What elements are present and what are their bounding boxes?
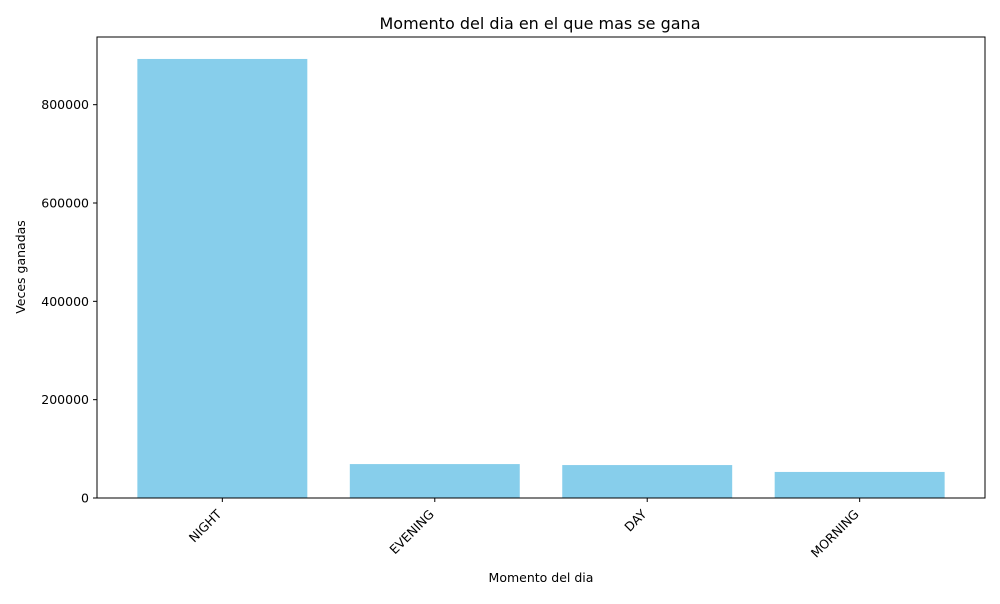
y-tick-label: 0 [81,491,89,506]
x-axis-label: Momento del dia [489,570,594,585]
x-axis-ticks: NIGHT EVENING DAY MORNING [186,498,862,561]
x-tick-label: EVENING [386,507,437,558]
x-tick-label: MORNING [808,507,862,561]
y-tick-label: 400000 [41,294,89,309]
y-axis-label: Veces ganadas [13,220,28,314]
x-tick-label: NIGHT [186,506,225,545]
bars-group [137,58,945,498]
bar-night [137,58,308,498]
y-tick-label: 800000 [41,97,89,112]
chart-title: Momento del dia en el que mas se gana [380,14,701,33]
bar-day [562,465,733,498]
y-axis-ticks: 0 200000 400000 600000 800000 [41,97,97,506]
y-tick-label: 200000 [41,392,89,407]
plot-frame [96,36,986,499]
x-tick-label: DAY [621,506,649,534]
bar-morning [774,471,945,498]
bar-evening [349,464,520,498]
y-tick-label: 600000 [41,196,89,211]
